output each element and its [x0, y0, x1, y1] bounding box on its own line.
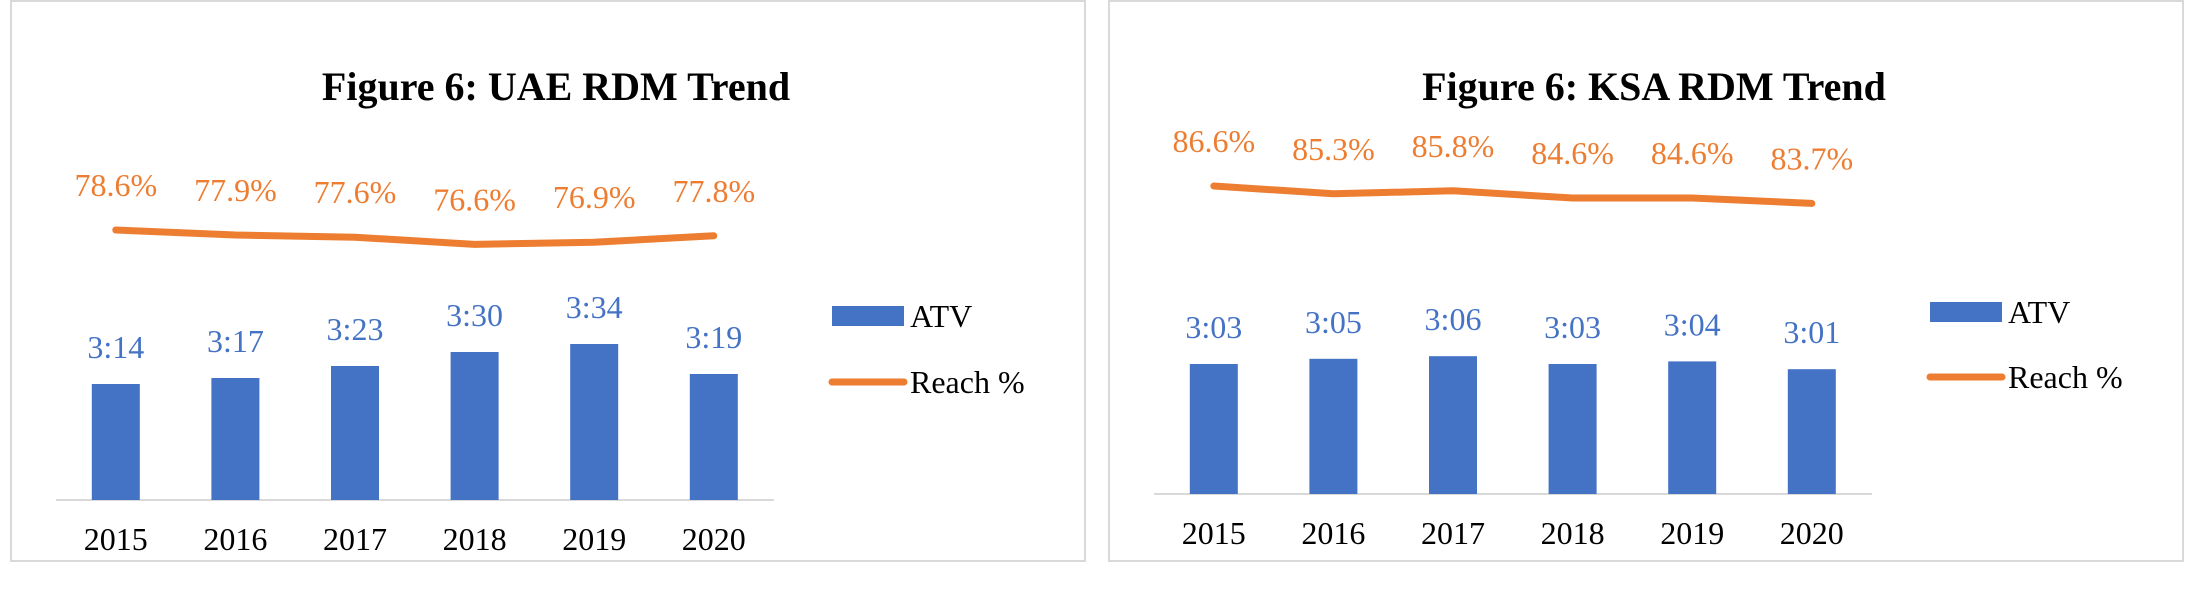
- x-tick-label-2016: 2016: [203, 521, 267, 557]
- bar-2016: [211, 378, 260, 500]
- legend-reach-label: Reach %: [910, 364, 1025, 400]
- bar-label-2017: 3:06: [1425, 301, 1482, 337]
- x-tick-label-2018: 2018: [443, 521, 507, 557]
- x-tick-label-2018: 2018: [1541, 515, 1605, 551]
- bar-2015: [91, 384, 140, 500]
- bar-label-2015: 3:14: [87, 329, 144, 365]
- bar-2016: [1309, 358, 1358, 494]
- legend-atv-swatch: [832, 306, 904, 326]
- bar-label-2019: 3:34: [566, 289, 623, 325]
- x-tick-label-2015: 2015: [1182, 515, 1246, 551]
- bar-label-2020: 3:01: [1783, 314, 1840, 350]
- bar-label-2015: 3:03: [1185, 309, 1242, 345]
- bar-2019: [1668, 361, 1717, 494]
- bar-label-2016: 3:17: [207, 323, 264, 359]
- bar-2018: [450, 352, 499, 500]
- chart-title: Figure 6: KSA RDM Trend: [1422, 64, 1886, 109]
- x-tick-label-2017: 2017: [323, 521, 387, 557]
- line-label-2018: 76.6%: [433, 181, 516, 217]
- line-label-2020: 83.7%: [1770, 140, 1853, 176]
- line-label-2017: 85.8%: [1412, 128, 1495, 164]
- bar-label-2019: 3:04: [1664, 306, 1721, 342]
- x-tick-label-2016: 2016: [1301, 515, 1365, 551]
- bar-2015: [1189, 364, 1238, 494]
- uae-chart-panel: Figure 6: UAE RDM Trend 3:14 2015 3:17 2016…: [10, 0, 1086, 562]
- bar-2017: [331, 366, 379, 500]
- bar-2020: [1787, 369, 1836, 494]
- line-label-2020: 77.8%: [672, 173, 755, 209]
- line-label-2016: 77.9%: [194, 172, 277, 208]
- reach-line: [112, 226, 718, 248]
- legend-atv-label: ATV: [2008, 294, 2070, 330]
- chart-title: Figure 6: UAE RDM Trend: [322, 64, 790, 109]
- line-label-2018: 84.6%: [1531, 135, 1614, 171]
- x-tick-label-2019: 2019: [562, 521, 626, 557]
- reach-line: [1210, 182, 1816, 207]
- bar-label-2016: 3:05: [1305, 304, 1362, 340]
- line-label-2015: 78.6%: [74, 167, 157, 203]
- legend-reach-label: Reach %: [2008, 359, 2123, 395]
- x-tick-label-2019: 2019: [1660, 515, 1724, 551]
- bar-label-2017: 3:23: [327, 311, 384, 347]
- line-label-2017: 77.6%: [314, 174, 397, 210]
- bar-2020: [689, 374, 738, 500]
- bar-label-2018: 3:30: [446, 297, 503, 333]
- bar-2019: [570, 344, 619, 500]
- x-tick-label-2020: 2020: [682, 521, 746, 557]
- ksa-chart-svg: Figure 6: KSA RDM Trend 3:03 2015 3:05 2016…: [1154, 64, 2123, 551]
- legend-atv-label: ATV: [910, 298, 972, 334]
- line-label-2019: 84.6%: [1651, 135, 1734, 171]
- x-tick-label-2015: 2015: [84, 521, 148, 557]
- legend-atv-swatch: [1930, 302, 2002, 322]
- bar-2018: [1548, 364, 1597, 494]
- x-tick-label-2017: 2017: [1421, 515, 1485, 551]
- bar-label-2020: 3:19: [685, 319, 742, 355]
- bar-label-2018: 3:03: [1544, 309, 1601, 345]
- x-tick-label-2020: 2020: [1780, 515, 1844, 551]
- ksa-chart-panel: Figure 6: KSA RDM Trend 3:03 2015 3:05 2016…: [1108, 0, 2184, 562]
- line-label-2019: 76.9%: [553, 179, 636, 215]
- uae-chart-svg: Figure 6: UAE RDM Trend 3:14 2015 3:17 2016…: [56, 64, 1025, 557]
- bar-2017: [1429, 356, 1477, 494]
- line-label-2015: 86.6%: [1172, 123, 1255, 159]
- line-label-2016: 85.3%: [1292, 131, 1375, 167]
